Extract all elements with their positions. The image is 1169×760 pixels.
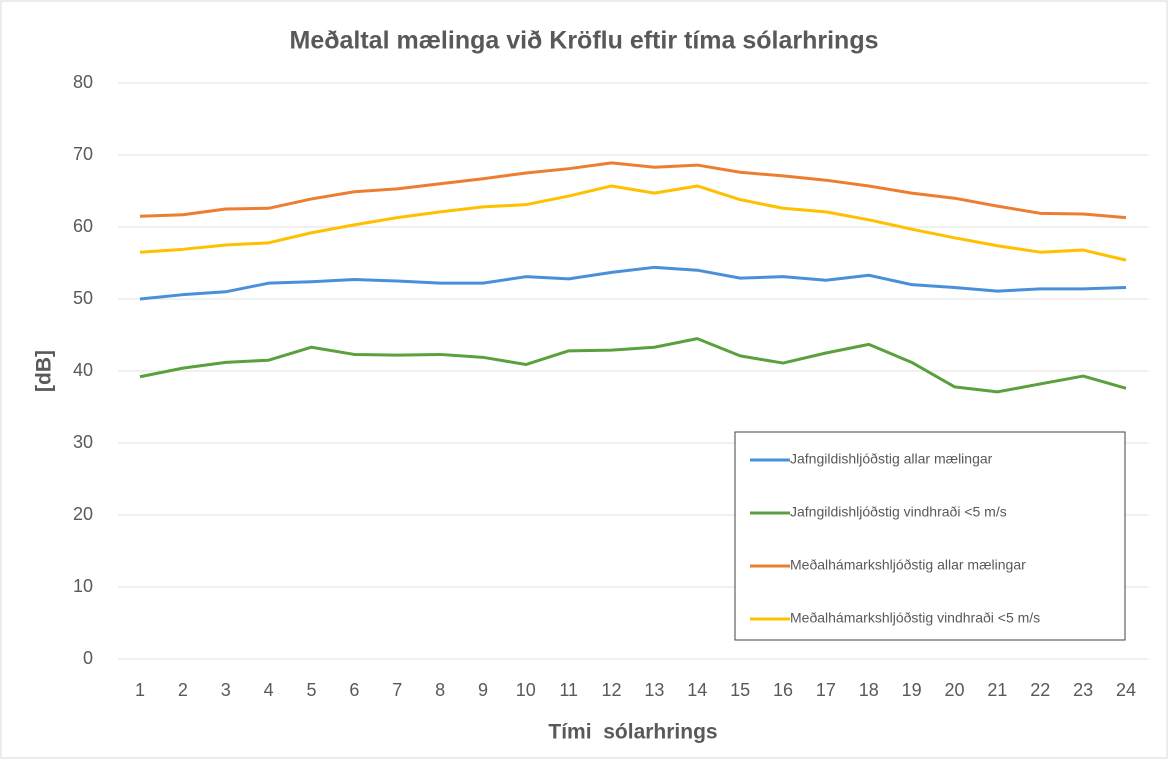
x-tick-label: 15 bbox=[730, 680, 750, 700]
y-tick-label: 60 bbox=[73, 216, 93, 236]
x-tick-label: 23 bbox=[1073, 680, 1093, 700]
y-tick-label: 30 bbox=[73, 432, 93, 452]
x-tick-label: 11 bbox=[559, 680, 578, 700]
x-tick-label: 22 bbox=[1030, 680, 1050, 700]
series-line bbox=[139, 265, 1127, 301]
x-tick-label: 2 bbox=[178, 680, 188, 700]
legend-label: Meðalhámarkshljóðstig vindhraði <5 m/s bbox=[790, 610, 1040, 626]
y-tick-label: 70 bbox=[73, 144, 93, 164]
x-tick-label: 8 bbox=[435, 680, 445, 700]
x-tick-label: 20 bbox=[945, 680, 965, 700]
series-line bbox=[139, 161, 1127, 220]
x-tick-label: 21 bbox=[987, 680, 1007, 700]
x-tick-label: 7 bbox=[392, 680, 402, 700]
y-tick-label: 10 bbox=[73, 576, 93, 596]
x-tick-label: 16 bbox=[773, 680, 793, 700]
y-tick-label: 50 bbox=[73, 288, 93, 308]
x-tick-label: 4 bbox=[264, 680, 274, 700]
x-tick-label: 13 bbox=[644, 680, 664, 700]
x-tick-label: 18 bbox=[859, 680, 879, 700]
y-tick-label: 40 bbox=[73, 360, 93, 380]
x-tick-label: 14 bbox=[687, 680, 707, 700]
x-tick-label: 3 bbox=[221, 680, 231, 700]
series-line bbox=[139, 337, 1127, 394]
x-tick-label: 10 bbox=[516, 680, 536, 700]
legend-box bbox=[734, 431, 1126, 641]
x-tick-label: 24 bbox=[1116, 680, 1136, 700]
x-tick-label: 19 bbox=[902, 680, 922, 700]
y-axis-label: [dB] bbox=[33, 350, 56, 392]
x-tick-label: 17 bbox=[816, 680, 836, 700]
legend-label: Meðalhámarkshljóðstig allar mælingar bbox=[790, 557, 1026, 573]
x-axis-label: Tími sólarhrings bbox=[548, 721, 717, 744]
x-tick-label: 6 bbox=[349, 680, 359, 700]
y-tick-label: 20 bbox=[73, 504, 93, 524]
x-tick-label: 9 bbox=[478, 680, 488, 700]
legend-label: Jafngildishljóðstig vindhraði <5 m/s bbox=[790, 504, 1007, 520]
legend-label: Jafngildishljóðstig allar mælingar bbox=[790, 451, 993, 467]
series-line bbox=[139, 184, 1127, 262]
y-tick-label: 0 bbox=[83, 648, 93, 668]
x-tick-label: 12 bbox=[602, 680, 622, 700]
y-tick-label: 80 bbox=[73, 72, 93, 92]
x-tick-label: 1 bbox=[135, 680, 145, 700]
x-tick-label: 5 bbox=[306, 680, 316, 700]
chart-title: Meðaltal mælinga við Kröflu eftir tíma s… bbox=[290, 27, 879, 55]
